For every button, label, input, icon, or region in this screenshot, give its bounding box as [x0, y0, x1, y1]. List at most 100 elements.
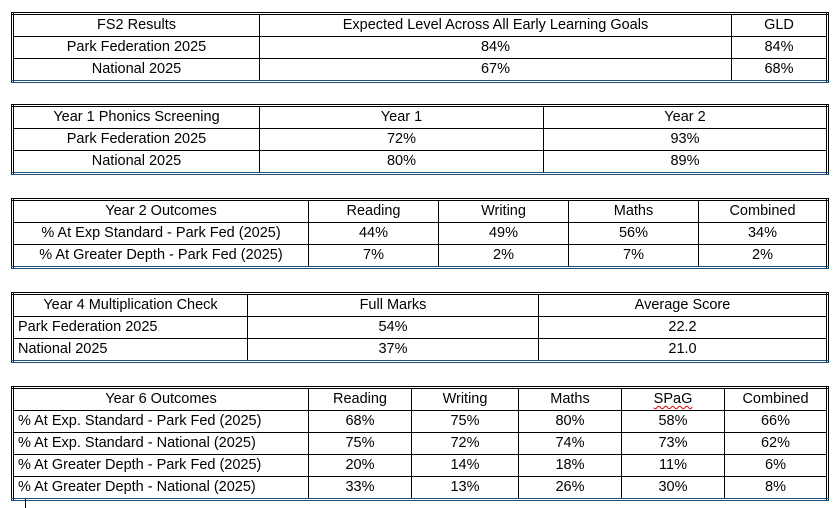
- data-cell: 20%: [308, 454, 412, 477]
- header-cell: Full Marks: [247, 293, 539, 317]
- header-cell: Year 2: [543, 105, 828, 129]
- header-cell: FS2 Results: [12, 13, 260, 37]
- table-row: Park Federation 2025 84% 84%: [12, 36, 828, 59]
- header-row: Year 2 Outcomes Reading Writing Maths Combin…: [12, 199, 828, 223]
- row-label: % At Exp. Standard - National (2025): [12, 432, 309, 455]
- header-cell: Combined: [698, 199, 828, 223]
- table-row: % At Greater Depth - Park Fed (2025) 7% 2%…: [12, 244, 828, 268]
- header-cell: Maths: [568, 199, 699, 223]
- data-cell: 72%: [411, 432, 519, 455]
- header-cell: GLD: [731, 13, 828, 37]
- data-cell: 58%: [621, 410, 725, 433]
- year1-phonics-table: Year 1 Phonics Screening Year 1 Year 2 Park…: [11, 104, 829, 175]
- text-cursor: [25, 499, 26, 508]
- data-cell: 14%: [411, 454, 519, 477]
- header-cell: Combined: [724, 387, 828, 411]
- header-cell: Average Score: [538, 293, 828, 317]
- header-text: Reading: [346, 203, 401, 219]
- table-row: % At Exp Standard - Park Fed (2025) 44% 49…: [12, 222, 828, 245]
- header-cell: Year 4 Multiplication Check: [12, 293, 248, 317]
- data-cell: 67%: [259, 58, 732, 82]
- data-cell: 22.2: [538, 316, 828, 339]
- data-cell: 13%: [411, 476, 519, 500]
- header-cell: Reading: [308, 199, 439, 223]
- row-label: % At Greater Depth - Park Fed (2025): [12, 244, 309, 268]
- header-text: Writing: [481, 203, 526, 219]
- row-label: % At Greater Depth - Park Fed (2025): [12, 454, 309, 477]
- table-row: National 2025 67% 68%: [12, 58, 828, 82]
- header-text: Year 1 Phonics Screening: [53, 109, 220, 125]
- header-cell: Year 1 Phonics Screening: [12, 105, 260, 129]
- header-text: Maths: [550, 391, 590, 407]
- table-row: % At Greater Depth - Park Fed (2025) 20% 1…: [12, 454, 828, 477]
- header-text: Reading: [332, 391, 387, 407]
- table-row: National 2025 80% 89%: [12, 150, 828, 174]
- table-row: % At Exp. Standard - Park Fed (2025) 68% 7…: [12, 410, 828, 433]
- table-row: National 2025 37% 21.0: [12, 338, 828, 362]
- table-row: Park Federation 2025 72% 93%: [12, 128, 828, 151]
- year2-outcomes-table: Year 2 Outcomes Reading Writing Maths Combin…: [11, 198, 829, 269]
- table-row: % At Greater Depth - National (2025) 33% 1…: [12, 476, 828, 500]
- header-text: Average Score: [634, 297, 731, 313]
- year4-multiplication-table: Year 4 Multiplication Check Full Marks Ave…: [11, 292, 829, 363]
- header-text: Expected Level Across All Early Learning…: [342, 17, 649, 33]
- header-text: Combined: [742, 391, 809, 407]
- data-cell: 68%: [731, 58, 828, 82]
- header-text: Writing: [442, 391, 488, 407]
- header-row: Year 4 Multiplication Check Full Marks Ave…: [12, 293, 828, 317]
- header-row: FS2 Results Expected Level Across All Ear…: [12, 13, 828, 37]
- row-label: National 2025: [12, 150, 260, 174]
- data-cell: 49%: [438, 222, 569, 245]
- header-text: Year 1: [380, 109, 423, 125]
- year6-outcomes-table: Year 6 Outcomes Reading Writing Maths SPaG Co…: [11, 386, 829, 501]
- data-cell: 8%: [724, 476, 828, 500]
- header-cell: Writing: [411, 387, 519, 411]
- header-cell: Year 1: [259, 105, 544, 129]
- data-cell: 89%: [543, 150, 828, 174]
- data-cell: 74%: [518, 432, 622, 455]
- data-cell: 44%: [308, 222, 439, 245]
- data-cell: 21.0: [538, 338, 828, 362]
- header-text: Year 2 Outcomes: [105, 203, 217, 219]
- data-cell: 11%: [621, 454, 725, 477]
- data-cell: 80%: [259, 150, 544, 174]
- data-cell: 18%: [518, 454, 622, 477]
- header-cell: SPaG: [621, 387, 725, 411]
- header-row: Year 6 Outcomes Reading Writing Maths SPaG Co…: [12, 387, 828, 411]
- table-row: Park Federation 2025 54% 22.2: [12, 316, 828, 339]
- row-label: National 2025: [12, 58, 260, 82]
- header-text: Maths: [613, 203, 654, 219]
- header-cell: Expected Level Across All Early Learning…: [259, 13, 732, 37]
- data-cell: 84%: [731, 36, 828, 59]
- data-cell: 34%: [698, 222, 828, 245]
- row-label: Park Federation 2025: [12, 36, 260, 59]
- header-cell: Reading: [308, 387, 412, 411]
- data-cell: 56%: [568, 222, 699, 245]
- data-cell: 75%: [308, 432, 412, 455]
- data-cell: 7%: [568, 244, 699, 268]
- header-text: Year 4 Multiplication Check: [43, 297, 218, 313]
- header-row: Year 1 Phonics Screening Year 1 Year 2: [12, 105, 828, 129]
- header-cell: Writing: [438, 199, 569, 223]
- data-cell: 26%: [518, 476, 622, 500]
- row-label: % At Greater Depth - National (2025): [12, 476, 309, 500]
- data-cell: 6%: [724, 454, 828, 477]
- header-text: Full Marks: [359, 297, 427, 313]
- data-cell: 30%: [621, 476, 725, 500]
- data-cell: 84%: [259, 36, 732, 59]
- data-cell: 2%: [438, 244, 569, 268]
- data-cell: 93%: [543, 128, 828, 151]
- header-cell: Year 2 Outcomes: [12, 199, 309, 223]
- header-text: FS2 Results: [97, 17, 176, 33]
- header-text: Year 2: [664, 109, 706, 125]
- header-text: GLD: [764, 17, 794, 33]
- data-cell: 2%: [698, 244, 828, 268]
- data-cell: 75%: [411, 410, 519, 433]
- data-cell: 73%: [621, 432, 725, 455]
- row-label: Park Federation 2025: [12, 316, 248, 339]
- data-cell: 66%: [724, 410, 828, 433]
- row-label: National 2025: [12, 338, 248, 362]
- data-cell: 37%: [247, 338, 539, 362]
- header-cell: Year 6 Outcomes: [12, 387, 309, 411]
- row-label: Park Federation 2025: [12, 128, 260, 151]
